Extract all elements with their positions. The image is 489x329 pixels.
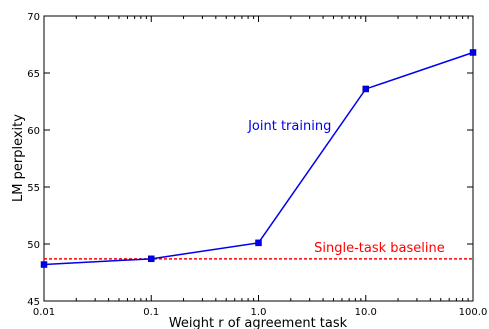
x-tick-label: 10.0 (355, 307, 377, 318)
x-tick-label: 0.1 (143, 307, 159, 318)
plot-area (43, 15, 474, 302)
series-layer (40, 49, 477, 268)
data-point-marker (40, 261, 48, 268)
annotation-label: Joint training (247, 119, 331, 134)
y-tick-label: 45 (27, 297, 40, 308)
x-axis-ticks: 0.01 0.1 1.0 10.0 100.0 (33, 16, 487, 318)
x-tick-label: 1.0 (251, 307, 267, 318)
y-axis-ticks: 45 50 55 60 65 70 (27, 12, 473, 308)
data-point-marker (362, 85, 369, 93)
annotation-layer: Joint training Single-task baseline (247, 119, 445, 256)
plot-frame (43, 15, 474, 302)
annotation-label: Single-task baseline (314, 241, 445, 256)
data-point-marker (148, 255, 155, 263)
y-tick-label: 70 (27, 12, 40, 23)
x-axis-title: Weight r of agreement task (169, 316, 348, 329)
y-tick-label: 55 (27, 183, 40, 194)
data-point-marker (469, 49, 477, 56)
y-axis-title: LM perplexity (11, 114, 26, 202)
x-tick-label: 0.01 (33, 307, 55, 318)
y-tick-label: 60 (27, 126, 40, 137)
x-tick-label: 100.0 (459, 307, 488, 318)
y-tick-label: 50 (27, 240, 40, 251)
series-line (43, 51, 474, 266)
data-point-marker (255, 239, 262, 247)
y-tick-label: 65 (27, 69, 40, 80)
